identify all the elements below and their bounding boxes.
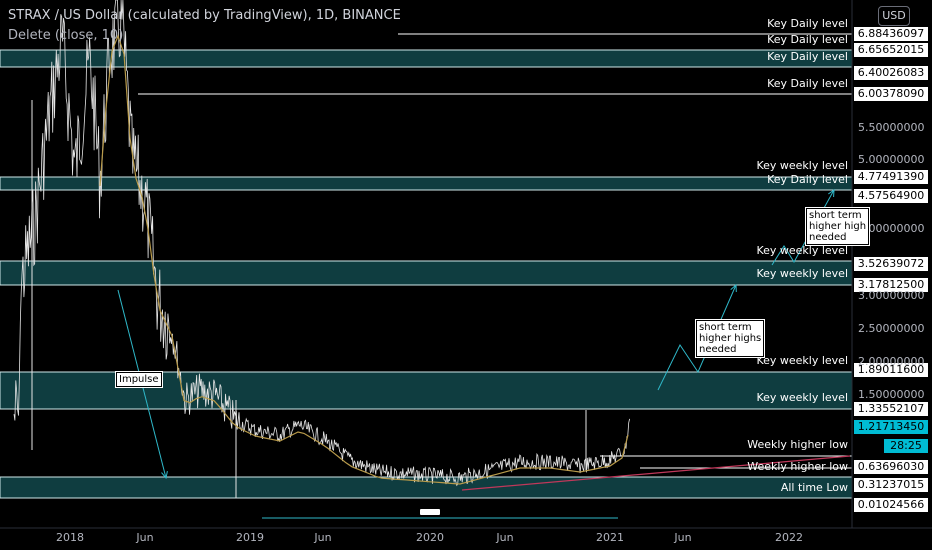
y-tick-label: 2.00000000 xyxy=(858,355,925,368)
price-axis-label: 6.00378090 xyxy=(854,87,928,101)
level-label: Key weekly level xyxy=(756,391,848,404)
price-series-line xyxy=(13,0,630,487)
level-label: Weekly higher low xyxy=(747,438,848,451)
level-label: Key weekly level xyxy=(756,267,848,280)
projection-arrow-head-2 xyxy=(828,188,835,198)
y-tick-label: 5.00000000 xyxy=(858,153,925,166)
y-tick-label: 3.00000000 xyxy=(858,289,925,302)
level-zone-2 xyxy=(0,260,853,286)
price-axis-label: 3.17812500 xyxy=(854,278,928,292)
x-tick-label: 2018 xyxy=(56,531,84,544)
projection-arrow-head-1 xyxy=(730,283,737,293)
level-label: Key Daily level xyxy=(767,77,848,90)
x-tick-label: 2020 xyxy=(416,531,444,544)
level-label: Key Daily level xyxy=(767,50,848,63)
level-label: Key weekly level xyxy=(756,244,848,257)
y-tick-label: 4.00000000 xyxy=(858,222,925,235)
level-zone-0 xyxy=(0,49,853,68)
level-label: Key Daily level xyxy=(767,173,848,186)
price-axis-label: 0.31237015 xyxy=(854,478,928,492)
price-axis-label: 6.88436097 xyxy=(854,27,928,41)
level-label: Key Daily level xyxy=(767,17,848,30)
level-label: Key weekly level xyxy=(756,159,848,172)
level-label: All time Low xyxy=(780,481,848,494)
x-tick-label: 2021 xyxy=(596,531,624,544)
level-label: Key Daily level xyxy=(767,33,848,46)
x-tick-label: Jun xyxy=(136,531,154,544)
higher-low-trendline xyxy=(461,455,851,491)
moving-average-line xyxy=(99,34,629,485)
time-range-handle xyxy=(420,509,440,515)
price-axis-label: 4.77491390 xyxy=(854,170,928,184)
level-zone-1 xyxy=(0,176,853,191)
level-label: Weekly higher low xyxy=(747,460,848,473)
x-tick-label: Jun xyxy=(314,531,332,544)
currency-button[interactable]: USD xyxy=(878,6,910,26)
y-tick-label: 1.50000000 xyxy=(858,388,925,401)
price-axis-label: 4.57564900 xyxy=(854,189,928,203)
price-axis-label: 3.52639072 xyxy=(854,257,928,271)
y-tick-label: 5.50000000 xyxy=(858,121,925,134)
level-label: Key weekly level xyxy=(756,354,848,367)
price-axis-label: 0.63696030 xyxy=(854,460,928,474)
annotation-note: Impulse xyxy=(116,372,162,387)
level-zone-4 xyxy=(0,476,853,499)
x-tick-label: 2019 xyxy=(236,531,264,544)
price-axis-label: 0.01024566 xyxy=(854,498,928,512)
price-axis-label: 6.65652015 xyxy=(854,43,928,57)
y-tick-label: 2.50000000 xyxy=(858,322,925,335)
chart-title: STRAX / US Dollar (calculated by Trading… xyxy=(8,8,401,23)
x-tick-label: Jun xyxy=(496,531,514,544)
price-axis-label: 6.40026083 xyxy=(854,66,928,80)
x-tick-label: Jun xyxy=(674,531,692,544)
indicator-legend[interactable]: Delete (close, 10) xyxy=(8,28,124,43)
price-axis-label: 1.89011600 xyxy=(854,363,928,377)
price-axis-label: 1.33552107 xyxy=(854,402,928,416)
price-axis-label: 28:25 xyxy=(884,439,928,453)
x-tick-label: 2022 xyxy=(775,531,803,544)
price-axis-label: 1.21713450 xyxy=(854,420,928,434)
projection-arrow-head-0 xyxy=(161,471,168,480)
annotation-note: short term higher high needed xyxy=(806,208,870,245)
annotation-note: short term higher highs needed xyxy=(696,320,765,357)
